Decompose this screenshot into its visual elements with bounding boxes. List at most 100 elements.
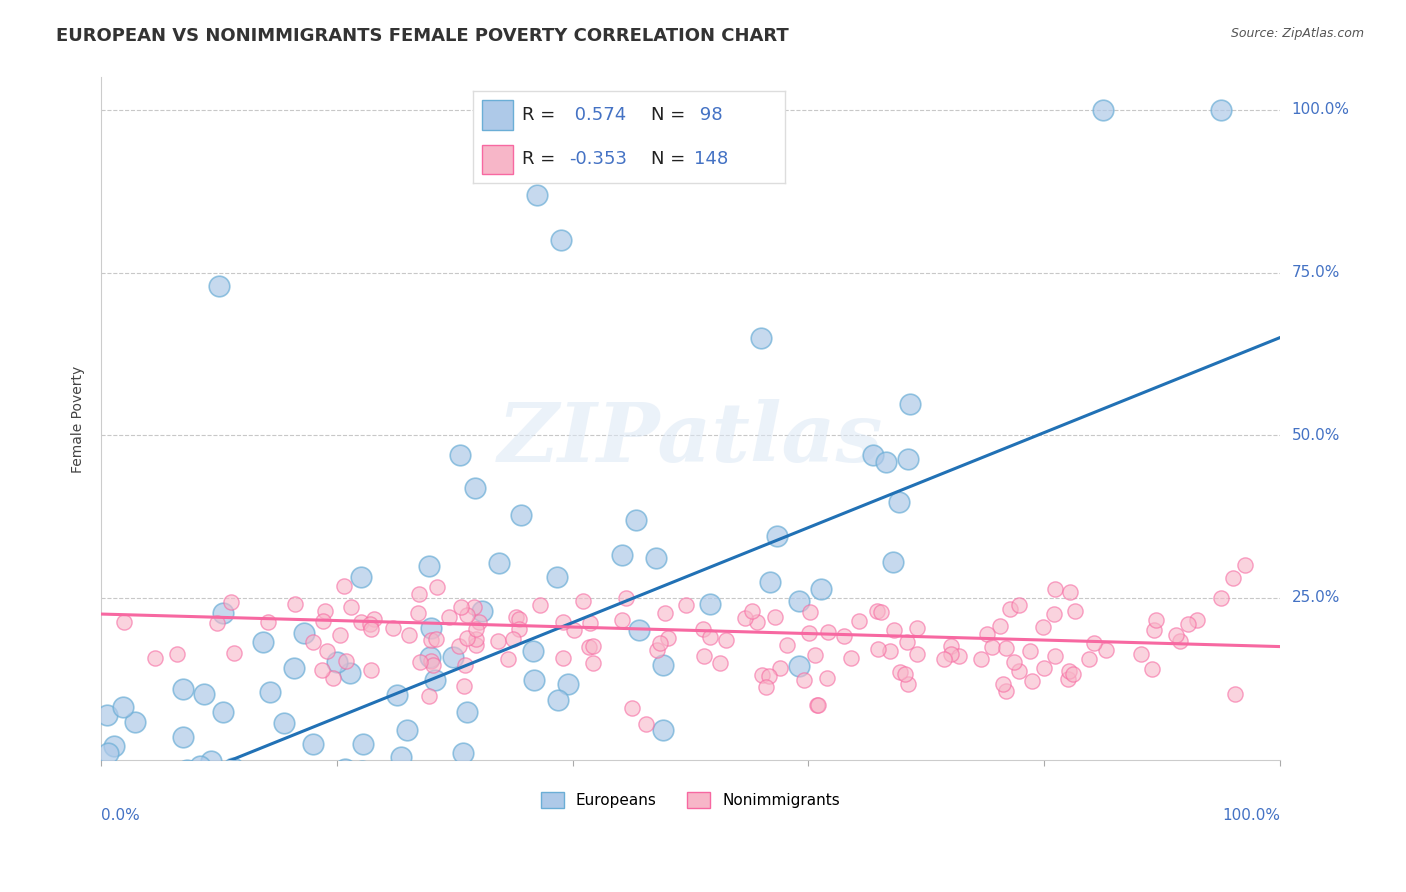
Point <box>464 622 486 636</box>
Point <box>883 623 905 637</box>
Point <box>408 655 430 669</box>
Point <box>188 758 211 772</box>
Point <box>103 739 125 753</box>
Point <box>995 640 1018 655</box>
Point <box>456 631 478 645</box>
Point <box>408 587 430 601</box>
Point <box>456 607 478 622</box>
Point <box>222 764 245 779</box>
Point <box>124 714 146 729</box>
Point <box>755 681 778 695</box>
Point <box>464 481 486 495</box>
Point <box>186 848 208 863</box>
Text: 25.0%: 25.0% <box>1292 591 1340 606</box>
Point <box>970 651 993 665</box>
Point <box>453 746 475 760</box>
Point <box>751 667 773 681</box>
Point <box>614 591 637 605</box>
Point <box>741 604 763 618</box>
Point <box>1164 628 1187 642</box>
Point <box>1092 103 1115 117</box>
Point <box>200 754 222 768</box>
Point <box>339 665 361 680</box>
Point <box>578 615 600 630</box>
Point <box>450 599 472 614</box>
Point <box>898 397 921 411</box>
Point <box>787 659 810 673</box>
Point <box>693 649 716 664</box>
Point <box>634 716 657 731</box>
Point <box>101 805 124 820</box>
Point <box>1057 672 1080 686</box>
Point <box>894 667 917 681</box>
Point <box>749 330 772 344</box>
Point <box>939 648 962 662</box>
Point <box>166 648 188 662</box>
Point <box>1095 643 1118 657</box>
Point <box>1177 616 1199 631</box>
Point <box>1222 571 1244 585</box>
Point <box>273 716 295 731</box>
Point <box>645 551 668 566</box>
Point <box>441 650 464 665</box>
Point <box>562 624 585 638</box>
Point <box>610 548 633 562</box>
Point <box>456 706 478 720</box>
Point <box>896 635 918 649</box>
Point <box>143 650 166 665</box>
Point <box>626 513 648 527</box>
Point <box>191 793 214 807</box>
Point <box>508 612 530 626</box>
Point <box>699 630 721 644</box>
Point <box>419 633 441 648</box>
Point <box>463 600 485 615</box>
Point <box>172 681 194 696</box>
Point <box>948 649 970 664</box>
Point <box>578 640 600 654</box>
Point <box>939 639 962 653</box>
Point <box>526 187 548 202</box>
Point <box>212 606 235 620</box>
Point <box>453 679 475 693</box>
Point <box>652 657 675 672</box>
Point <box>628 624 651 638</box>
Point <box>465 638 488 652</box>
Point <box>1185 613 1208 627</box>
Point <box>302 737 325 751</box>
Point <box>292 625 315 640</box>
Legend: Europeans, Nonimmigrants: Europeans, Nonimmigrants <box>534 786 846 814</box>
Point <box>207 616 229 631</box>
Point <box>1059 585 1081 599</box>
Point <box>866 642 889 657</box>
Point <box>763 610 786 624</box>
Point <box>612 613 634 627</box>
Point <box>350 570 373 584</box>
Point <box>418 689 440 703</box>
Point <box>360 622 382 636</box>
Point <box>799 605 821 619</box>
Point <box>423 673 446 687</box>
Point <box>815 672 838 686</box>
Point <box>359 617 381 632</box>
Text: ZIPatlas: ZIPatlas <box>498 400 883 479</box>
Point <box>1223 687 1246 701</box>
Point <box>415 783 437 797</box>
Point <box>1168 634 1191 648</box>
Point <box>389 749 412 764</box>
Point <box>758 668 780 682</box>
Point <box>382 621 405 635</box>
Point <box>97 746 120 760</box>
Point <box>988 619 1011 633</box>
Point <box>283 661 305 675</box>
Point <box>122 780 145 795</box>
Point <box>897 451 920 466</box>
Point <box>406 606 429 620</box>
Point <box>449 448 471 462</box>
Point <box>398 628 420 642</box>
Point <box>148 788 170 802</box>
Point <box>905 621 928 635</box>
Point <box>1008 664 1031 678</box>
Point <box>769 661 792 675</box>
Point <box>150 788 173 802</box>
Point <box>273 808 295 822</box>
